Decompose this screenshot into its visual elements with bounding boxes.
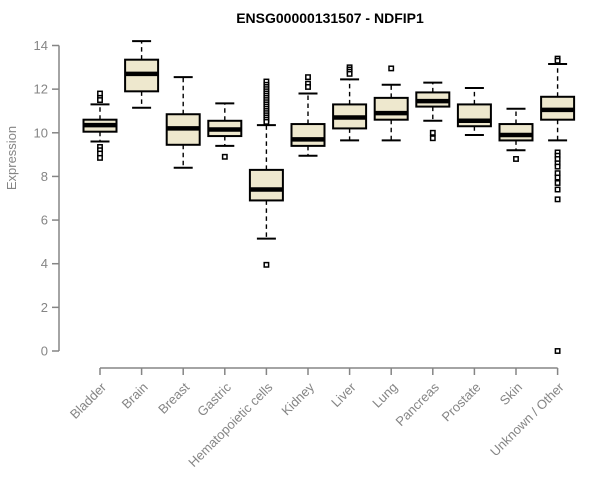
outlier-point bbox=[554, 186, 561, 193]
y-tick-label: 12 bbox=[34, 82, 48, 97]
outlier-point bbox=[554, 57, 561, 64]
x-category-label-gastric: Gastric bbox=[194, 379, 234, 419]
x-category-label-skin: Skin bbox=[497, 380, 525, 408]
y-tick-label: 10 bbox=[34, 125, 48, 140]
box-kidney bbox=[290, 74, 326, 157]
outlier-point bbox=[263, 118, 270, 125]
iqr-box bbox=[498, 123, 534, 142]
outlier-point bbox=[429, 135, 436, 142]
x-category-label-kidney: Kidney bbox=[278, 379, 317, 418]
box-lung bbox=[373, 65, 409, 142]
x-category-label-prostate: Prostate bbox=[439, 380, 484, 425]
x-category-label-liver: Liver bbox=[328, 379, 359, 410]
y-axis-label: Expression bbox=[4, 126, 19, 190]
iqr-box bbox=[373, 96, 409, 121]
box-pancreas bbox=[415, 81, 451, 142]
box-skin bbox=[498, 107, 534, 162]
y-tick-label: 6 bbox=[41, 213, 48, 228]
x-category-label-breast: Breast bbox=[155, 379, 192, 416]
outlier-point bbox=[221, 153, 228, 160]
outlier-point bbox=[388, 65, 395, 72]
outlier-point bbox=[305, 74, 311, 81]
outlier-point bbox=[554, 348, 561, 354]
y-tick-label: 0 bbox=[41, 344, 48, 359]
box-bladder bbox=[82, 90, 118, 161]
box-liver bbox=[332, 64, 368, 142]
box-gastric bbox=[207, 102, 243, 160]
iqr-box bbox=[248, 168, 284, 202]
outlier-point bbox=[554, 163, 561, 170]
outlier-point bbox=[554, 180, 561, 186]
chart-title: ENSG00000131507 - NDFIP1 bbox=[236, 10, 424, 26]
boxplot-series bbox=[82, 40, 576, 354]
box-brain bbox=[124, 40, 160, 109]
box-breast bbox=[165, 76, 201, 169]
x-category-label-bladder: Bladder bbox=[67, 379, 110, 422]
y-tick-label: 4 bbox=[41, 256, 48, 271]
outlier-point bbox=[513, 156, 519, 162]
outlier-point bbox=[305, 84, 311, 90]
outlier-point bbox=[263, 261, 270, 268]
box-hematopoietic-cells bbox=[248, 78, 284, 268]
outlier-point bbox=[346, 70, 353, 77]
y-tick-label: 2 bbox=[41, 300, 48, 315]
box-unknown-other bbox=[540, 55, 576, 354]
x-category-label-pancreas: Pancreas bbox=[392, 379, 442, 429]
x-category-label-lung: Lung bbox=[369, 380, 400, 411]
iqr-box bbox=[290, 123, 326, 147]
y-tick-label: 8 bbox=[41, 169, 48, 184]
x-category-label-unknown-other: Unknown / Other bbox=[487, 379, 567, 459]
outlier-point bbox=[554, 196, 561, 203]
y-tick-label: 14 bbox=[34, 38, 48, 53]
box-prostate bbox=[456, 87, 492, 136]
outlier-point bbox=[97, 97, 103, 104]
x-category-label-brain: Brain bbox=[119, 380, 151, 412]
outlier-point bbox=[97, 154, 103, 161]
outlier-point bbox=[554, 174, 561, 181]
outlier-point bbox=[429, 129, 436, 136]
